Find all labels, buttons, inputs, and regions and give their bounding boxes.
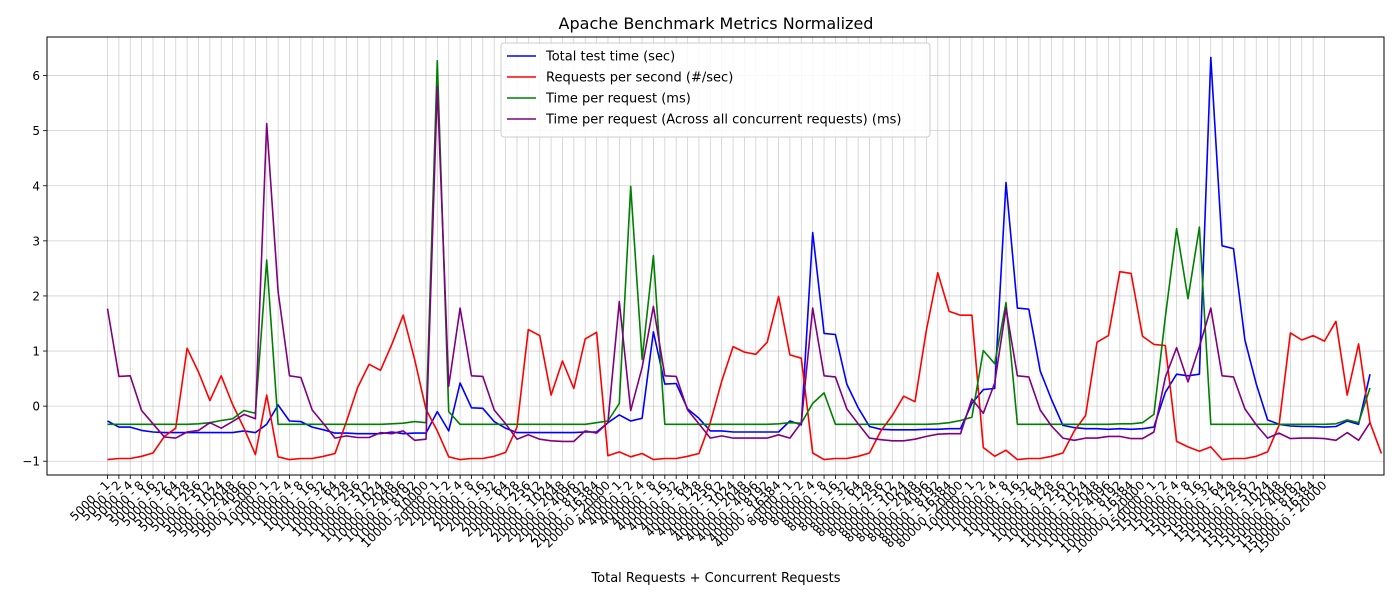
- x-axis-label: Total Requests + Concurrent Requests: [590, 571, 840, 586]
- legend-label: Time per request (ms): [545, 92, 691, 107]
- legend-box: [500, 42, 931, 138]
- y-tick-label: 6: [32, 69, 40, 83]
- series-line-3: [107, 59, 1371, 426]
- y-tick-label: 0: [32, 400, 40, 414]
- y-tick-label: 3: [32, 234, 40, 248]
- plot-frame: [46, 36, 1385, 476]
- legend-label: Time per request (Across all concurrent …: [545, 113, 901, 128]
- y-axis: −1 0 1 2 3 4 5 6: [22, 69, 47, 469]
- y-tick-label: 2: [32, 289, 40, 303]
- legend-label: Requests per second (#/sec): [546, 71, 733, 86]
- chart-title: Apache Benchmark Metrics Normalized: [559, 14, 874, 33]
- y-tick-label: −1: [22, 455, 40, 469]
- y-tick-label: 1: [32, 345, 40, 359]
- y-tick-label: 5: [32, 124, 40, 138]
- y-tick-label: 4: [32, 179, 40, 193]
- series-line-1: [107, 56, 1371, 435]
- series-line-2: [107, 270, 1383, 461]
- series-line-4: [106, 85, 1371, 443]
- series-lines: [106, 56, 1383, 461]
- legend-label: Total test time (sec): [545, 50, 675, 65]
- legend: Total test time (sec) Requests per second…: [500, 42, 931, 138]
